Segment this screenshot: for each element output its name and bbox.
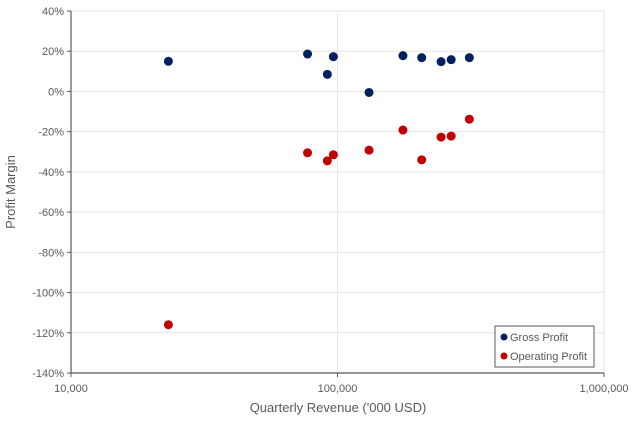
point-gross-profit <box>464 53 474 63</box>
point-operating-profit <box>446 131 456 141</box>
legend-label-gross-profit: Gross Profit <box>510 332 568 344</box>
y-tick-label: -20% <box>38 127 64 139</box>
legend-label-operating-profit: Operating Profit <box>510 351 587 363</box>
point-operating-profit <box>163 320 173 330</box>
point-gross-profit <box>303 49 313 59</box>
y-tick-label: -60% <box>38 207 64 219</box>
point-gross-profit <box>436 57 446 67</box>
y-tick-labels: 40% 20% 0% -20% -40% -60% -80% -100% -120% -140% <box>32 6 64 380</box>
y-tick-label: -140% <box>32 368 64 380</box>
point-operating-profit <box>322 156 332 166</box>
y-axis-label: Profit Margin <box>3 155 18 229</box>
x-axis-label: Quarterly Revenue ('000 USD) <box>250 400 427 415</box>
x-tick-label: 10,000 <box>54 383 88 395</box>
point-gross-profit <box>163 56 173 66</box>
x-tick-label: 100,000 <box>318 383 358 395</box>
point-gross-profit <box>328 52 338 62</box>
point-gross-profit <box>322 69 332 79</box>
axes <box>67 10 605 377</box>
legend-box <box>494 325 595 368</box>
point-operating-profit <box>464 114 474 124</box>
y-tick-label: -100% <box>32 288 64 300</box>
data-points <box>163 49 474 330</box>
gridlines <box>71 10 605 373</box>
point-gross-profit <box>417 53 427 63</box>
point-operating-profit <box>328 150 338 160</box>
point-operating-profit <box>417 155 427 165</box>
point-operating-profit <box>436 132 446 142</box>
legend: Gross Profit Operating Profit <box>494 325 595 368</box>
x-tick-labels: 10,000 100,000 1,000,000 <box>54 383 628 395</box>
legend-marker-gross-profit <box>500 333 508 341</box>
point-gross-profit <box>364 87 374 97</box>
y-tick-label: -40% <box>38 167 64 179</box>
y-tick-label: -120% <box>32 328 64 340</box>
y-tick-label: -80% <box>38 247 64 259</box>
x-tick-label: 1,000,000 <box>580 383 629 395</box>
point-gross-profit <box>398 51 408 61</box>
point-operating-profit <box>303 148 313 158</box>
y-tick-label: 20% <box>42 46 64 58</box>
point-gross-profit <box>446 55 456 65</box>
point-operating-profit <box>398 125 408 135</box>
y-tick-label: 40% <box>42 6 64 18</box>
legend-marker-operating-profit <box>500 352 508 360</box>
y-tick-label: 0% <box>48 86 64 98</box>
point-operating-profit <box>364 145 374 155</box>
